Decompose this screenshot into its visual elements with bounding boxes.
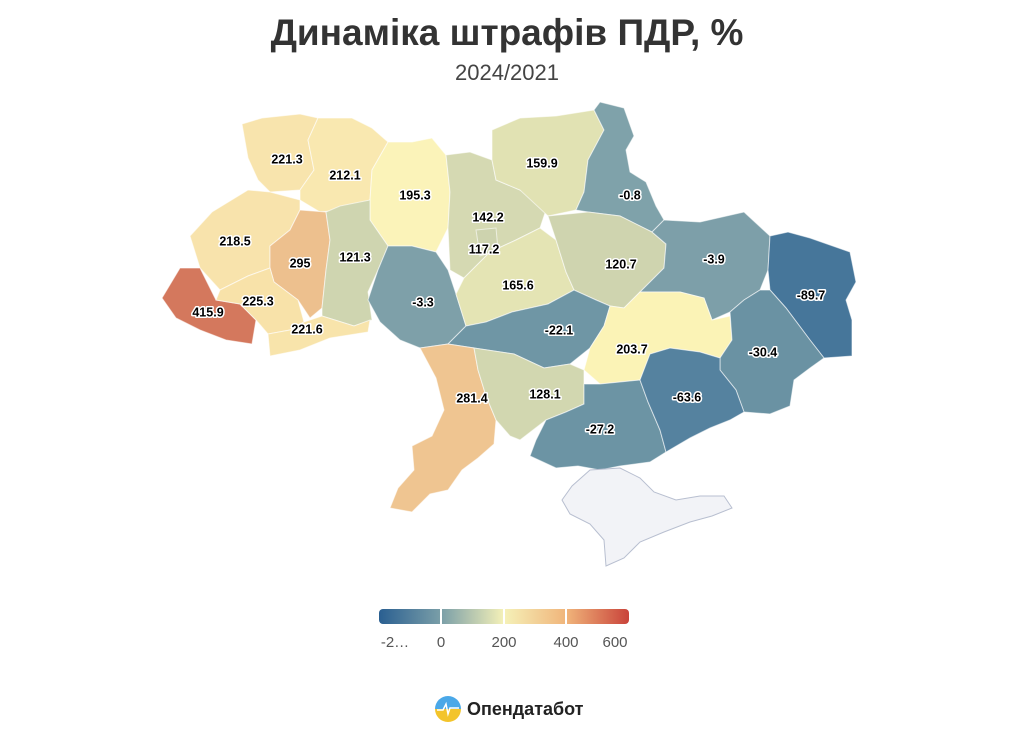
region-label-zhytomyr: 195.3 (399, 188, 430, 202)
legend-gradient-bar (379, 609, 629, 624)
region-chernivtsi[interactable] (267, 315, 371, 357)
region-label-khmelnytskyi: 121.3 (339, 250, 370, 264)
region-label-kirovohrad: -22.1 (545, 323, 574, 337)
legend-label-200: 200 (491, 634, 517, 651)
color-legend: -2… 0 200 400 600 (379, 609, 629, 654)
region-label-zakarpattia: 415.9 (192, 305, 223, 319)
region-label-rivne: 212.1 (329, 168, 360, 182)
legend-label-0: 0 (436, 634, 446, 651)
region-label-chernihiv: 159.9 (526, 156, 557, 170)
region-label-kherson: -27.2 (586, 422, 615, 436)
region-label-sumy: -0.8 (619, 188, 641, 202)
brand-name: Опендатабот (467, 698, 584, 719)
region-zaporizhzhia[interactable] (639, 347, 745, 453)
page-subtitle: 2024/2021 (455, 60, 559, 85)
region-label-kyiv-city: 117.2 (469, 242, 500, 256)
brand-logo-block: Опендатабот (435, 695, 584, 723)
region-label-dnipropetrovsk: 203.7 (616, 342, 647, 356)
region-label-volyn: 221.3 (271, 152, 302, 166)
region-label-mykolaiv: 128.1 (529, 387, 560, 401)
region-label-donetsk: -30.4 (749, 345, 778, 359)
region-label-kharkiv: -3.9 (703, 252, 725, 266)
legend-label-400: 400 (553, 634, 579, 651)
legend-label-min: -2… (380, 634, 410, 651)
region-label-ternopil: 295 (290, 256, 311, 270)
legend-label-600: 600 (602, 634, 628, 651)
region-label-vinnytsia: -3.3 (412, 295, 434, 309)
page-title: Динаміка штрафів ПДР, % (270, 12, 744, 53)
legend-tick-200 (503, 609, 505, 624)
region-khmelnytskyi[interactable] (321, 199, 389, 327)
opendatabot-logo-icon (435, 696, 461, 722)
region-label-poltava: 120.7 (605, 257, 636, 271)
region-label-odesa: 281.4 (456, 391, 487, 405)
legend-tick-400 (565, 609, 567, 624)
region-zakarpattia[interactable] (161, 267, 257, 345)
region-crimea (561, 467, 733, 567)
legend-tick-0 (440, 609, 442, 624)
ukraine-map: 221.3 212.1 195.3 142.2 117.2 159.9 -0.8… (161, 101, 857, 567)
region-label-kyiv-oblast: 142.2 (472, 210, 503, 224)
region-label-cherkasy: 165.6 (502, 278, 533, 292)
legend-labels: -2… 0 200 400 600 (379, 634, 629, 654)
region-label-ivano-frankivsk: 225.3 (242, 294, 273, 308)
region-label-chernivtsi: 221.6 (291, 322, 322, 336)
region-label-lviv: 218.5 (219, 234, 250, 248)
region-label-zaporizhzhia: -63.6 (673, 390, 702, 404)
region-label-luhansk: -89.7 (797, 288, 826, 302)
